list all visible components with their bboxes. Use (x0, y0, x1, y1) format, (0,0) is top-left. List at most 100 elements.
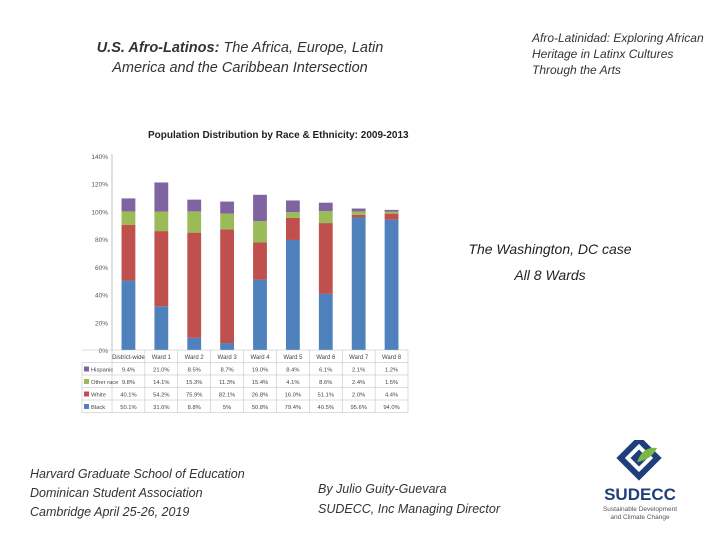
bar-segment (384, 219, 399, 350)
bar-segment (121, 225, 136, 281)
bar-segment (187, 211, 202, 233)
legend-label: Hispanic (91, 368, 113, 374)
bar-segment (154, 306, 169, 350)
stacked-bar-chart: Population Distribution by Race & Ethnic… (81, 130, 409, 413)
bar-segment (253, 194, 267, 222)
data-label: 40.1% (120, 393, 136, 399)
y-tick-label: 80% (95, 237, 108, 244)
legend-label: Black (91, 405, 105, 411)
legend-swatch (84, 366, 89, 372)
x-tick-label: Ward 5 (283, 355, 303, 361)
logo-tagline-1: Sustainable Development (603, 506, 677, 513)
sudecc-diamond-icon (616, 440, 662, 481)
data-label: 75.9% (186, 393, 202, 399)
bar-segment (187, 337, 202, 350)
footer-author: By Julio Guity-Guevara SUDECC, Inc Manag… (318, 479, 538, 519)
footer-left-line-3: Cambridge April 25-26, 2019 (30, 505, 190, 519)
legend-swatch (84, 404, 89, 409)
data-label: 19.0% (252, 368, 268, 374)
legend-swatch (84, 391, 89, 397)
bar-segment (285, 200, 300, 213)
x-tick-label: Ward 2 (185, 355, 205, 361)
sudecc-logo: SUDECC Sustainable Development and Clima… (603, 440, 677, 521)
case-line-1: The Washington, DC case (468, 241, 632, 257)
bar-segment (318, 293, 333, 350)
x-tick-label: Ward 1 (152, 355, 172, 361)
bar-segment (154, 182, 169, 212)
data-label: 15.3% (186, 380, 202, 386)
bar-segment (220, 201, 235, 214)
data-label: 21.0% (153, 368, 169, 374)
bar-segment (187, 232, 202, 338)
legend-label: White (91, 393, 106, 399)
footer-left: Harvard Graduate School of Education Dom… (30, 465, 290, 522)
data-label: 11.3% (219, 380, 235, 386)
bar-segment (285, 212, 300, 218)
x-tick-label: Ward 6 (316, 355, 336, 361)
y-tick-label: 120% (91, 182, 108, 189)
x-tick-label: Ward 7 (349, 355, 369, 361)
data-label: 6.1% (319, 368, 332, 374)
data-label: 40.5% (318, 405, 334, 411)
bar-segment (351, 211, 366, 215)
bar-segment (154, 231, 169, 307)
data-label: 50.1% (120, 405, 136, 411)
bar-segment (318, 202, 333, 212)
bar-segment (384, 209, 399, 212)
data-label: 26.8% (252, 393, 268, 399)
data-label: 5% (223, 405, 231, 411)
bar-segment (351, 214, 366, 218)
data-label: 95.6% (350, 405, 366, 411)
data-label: 51.1% (318, 393, 334, 399)
data-label: 1.5% (385, 380, 398, 386)
bar-segment (220, 343, 235, 350)
data-label: 8.7% (221, 368, 234, 374)
x-tick-label: Ward 3 (218, 355, 238, 361)
bar-segment (351, 217, 366, 350)
logo-name: SUDECC (604, 485, 676, 504)
slide-title-left-rest: The Africa, Europe, Latin America and th… (112, 40, 384, 76)
logo-tagline-2: and Climate Change (610, 514, 670, 521)
footer-left-line-2: Dominican Student Association (30, 486, 203, 500)
case-line-2: All 8 Wards (514, 267, 586, 283)
data-label: 2.1% (352, 368, 365, 374)
y-tick-label: 100% (91, 209, 108, 216)
data-label: 54.2% (153, 393, 169, 399)
bar-segment (187, 199, 202, 212)
legend-label: Other race (91, 380, 118, 386)
y-tick-label: 140% (91, 154, 108, 161)
footer-author-role: SUDECC, Inc Managing Director (318, 502, 501, 516)
bar-segment (351, 208, 366, 212)
data-label: 8.4% (286, 368, 299, 374)
footer-left-line-1: Harvard Graduate School of Education (30, 467, 245, 481)
data-label: 1.2% (385, 368, 398, 374)
data-label: 79.4% (285, 405, 301, 411)
data-label: 16.0% (285, 393, 301, 399)
data-label: 2.4% (352, 380, 365, 386)
x-tick-label: Ward 8 (382, 355, 402, 361)
bar-segment (253, 242, 267, 280)
slide-title-left: U.S. Afro-Latinos: The Africa, Europe, L… (70, 38, 410, 78)
x-tick-label: District-wide (112, 355, 145, 361)
bar-segment (253, 279, 267, 350)
y-tick-label: 0% (99, 348, 109, 355)
data-label: 2.0% (352, 393, 365, 399)
bar-segment (220, 213, 235, 230)
slide-title-right: Afro-Latinidad: Exploring African Herita… (532, 31, 704, 77)
data-label: 4.1% (286, 380, 299, 386)
bar-segment (318, 211, 333, 224)
case-caption: The Washington, DC case All 8 Wards (430, 236, 670, 288)
data-label: 50.8% (252, 405, 268, 411)
x-tick-label: Ward 4 (250, 355, 270, 361)
bar-segment (154, 211, 169, 232)
footer-author-name: By Julio Guity-Guevara (318, 482, 447, 496)
bar-segment (121, 198, 136, 212)
bar-segment (121, 280, 136, 350)
bar-segment (285, 217, 300, 240)
data-label: 8.6% (319, 380, 332, 386)
chart-title: Population Distribution by Race & Ethnic… (148, 130, 409, 141)
data-label: 15.4% (252, 380, 268, 386)
data-label: 4.4% (385, 393, 398, 399)
data-label: 8.8% (188, 405, 201, 411)
legend-swatch (84, 379, 89, 384)
